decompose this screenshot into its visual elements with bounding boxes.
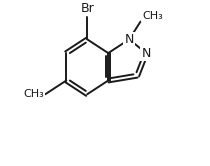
Text: CH₃: CH₃ xyxy=(142,11,163,21)
Text: Br: Br xyxy=(80,2,94,15)
Text: CH₃: CH₃ xyxy=(23,89,44,99)
Text: N: N xyxy=(142,47,151,60)
Text: N: N xyxy=(125,33,134,46)
